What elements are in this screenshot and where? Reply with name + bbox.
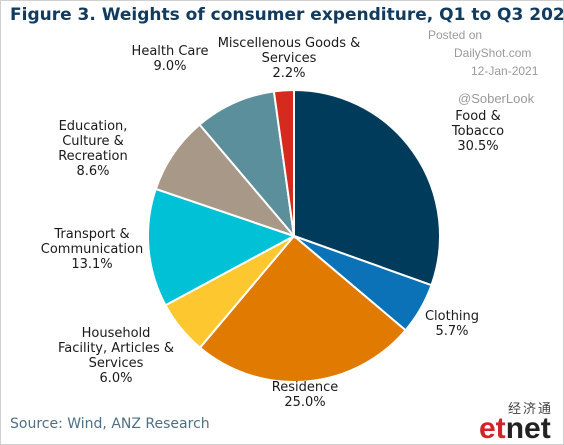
watermark-site: DailyShot.com (454, 46, 532, 60)
slice-name-0: Food & Tobacco (451, 109, 505, 139)
pie-slice-0 (293, 88, 441, 287)
watermark-posted: Posted on (428, 28, 483, 42)
slice-value-4: 13.1% (71, 257, 113, 272)
slice-value-6: 9.0% (153, 59, 187, 74)
slice-label-3: Household Facility, Articles & Services 6… (58, 326, 174, 386)
etnet-logo-et: et (479, 412, 506, 445)
slice-label-4: Transport & Communication 13.1% (41, 227, 143, 272)
etnet-logo-net: net (505, 412, 551, 445)
etnet-logo: etnet (479, 414, 551, 444)
chart-title: Figure 3. Weights of consumer expenditur… (10, 5, 564, 25)
slice-label-0: Food & Tobacco 30.5% (452, 109, 504, 154)
slice-name-5: Education, Culture & Recreation (58, 119, 128, 164)
slice-label-2: Residence 25.0% (272, 380, 338, 410)
watermark-handle: @SoberLook (458, 91, 535, 106)
pie-slice-6 (198, 90, 296, 240)
slice-name-4: Transport & Communication (40, 227, 144, 257)
slice-label-6: Health Care 9.0% (132, 44, 209, 74)
slice-value-5: 8.6% (76, 164, 110, 179)
pie-slice-4 (147, 187, 297, 307)
slice-value-1: 5.7% (435, 324, 469, 339)
slice-label-7: Miscellenous Goods & Services 2.2% (218, 36, 361, 81)
pie-slice-2 (198, 234, 407, 383)
watermark-date: 12-Jan-2021 (471, 64, 539, 78)
slice-name-7: Miscellenous Goods & Services (217, 36, 361, 66)
slice-name-3: Household Facility, Articles & Services (57, 326, 175, 371)
slice-value-2: 25.0% (284, 395, 326, 410)
slice-label-1: Clothing 5.7% (425, 309, 479, 339)
slice-name-1: Clothing (424, 309, 480, 324)
slice-value-7: 2.2% (272, 66, 306, 81)
slice-value-0: 30.5% (457, 139, 499, 154)
slice-value-3: 6.0% (99, 371, 133, 386)
source-note: Source: Wind, ANZ Research (10, 416, 210, 432)
slice-name-2: Residence (271, 380, 339, 395)
slice-label-5: Education, Culture & Recreation 8.6% (58, 119, 128, 179)
pie-slice-7 (272, 88, 295, 237)
slice-name-6: Health Care (131, 44, 209, 59)
etnet-logo-chinese: 经济通 (508, 402, 554, 417)
